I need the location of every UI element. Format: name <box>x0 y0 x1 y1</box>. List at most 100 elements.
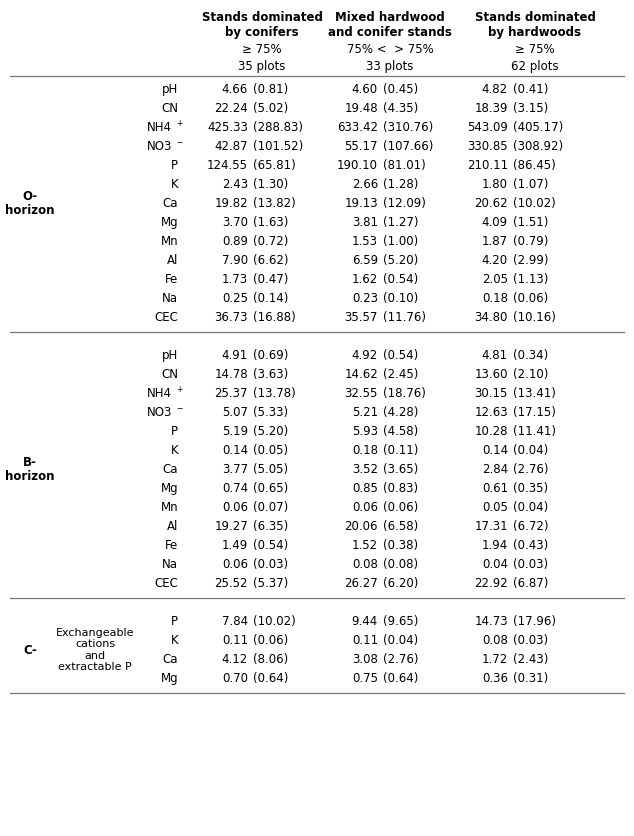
Text: pH: pH <box>162 349 178 362</box>
Text: (12.09): (12.09) <box>383 197 426 210</box>
Text: 0.08: 0.08 <box>352 558 378 571</box>
Text: 17.31: 17.31 <box>474 520 508 533</box>
Text: Stands dominated
by hardwoods: Stands dominated by hardwoods <box>475 11 595 39</box>
Text: (2.76): (2.76) <box>383 653 418 666</box>
Text: 35.57: 35.57 <box>345 311 378 324</box>
Text: Stands dominated
by conifers: Stands dominated by conifers <box>202 11 323 39</box>
Text: 30.15: 30.15 <box>475 387 508 400</box>
Text: (0.14): (0.14) <box>253 292 288 305</box>
Text: (0.54): (0.54) <box>383 349 418 362</box>
Text: 19.13: 19.13 <box>344 197 378 210</box>
Text: 0.08: 0.08 <box>482 634 508 647</box>
Text: 633.42: 633.42 <box>337 121 378 134</box>
Text: (2.10): (2.10) <box>513 368 548 381</box>
Text: (81.01): (81.01) <box>383 159 426 172</box>
Text: 0.11: 0.11 <box>222 634 248 647</box>
Text: 19.82: 19.82 <box>214 197 248 210</box>
Text: 0.11: 0.11 <box>352 634 378 647</box>
Text: 14.62: 14.62 <box>344 368 378 381</box>
Text: pH: pH <box>162 83 178 96</box>
Text: (2.43): (2.43) <box>513 653 548 666</box>
Text: 0.06: 0.06 <box>222 501 248 514</box>
Text: (0.03): (0.03) <box>513 634 548 647</box>
Text: Mn: Mn <box>160 501 178 514</box>
Text: (5.05): (5.05) <box>253 463 288 476</box>
Text: (1.13): (1.13) <box>513 273 548 286</box>
Text: 0.04: 0.04 <box>482 558 508 571</box>
Text: 0.23: 0.23 <box>352 292 378 305</box>
Text: 14.73: 14.73 <box>474 615 508 628</box>
Text: P: P <box>171 615 178 628</box>
Text: 4.09: 4.09 <box>482 216 508 229</box>
Text: (5.33): (5.33) <box>253 406 288 419</box>
Text: 2.43: 2.43 <box>222 178 248 191</box>
Text: (0.05): (0.05) <box>253 444 288 457</box>
Text: (5.37): (5.37) <box>253 577 288 590</box>
Text: 4.66: 4.66 <box>222 83 248 96</box>
Text: 3.81: 3.81 <box>352 216 378 229</box>
Text: (0.54): (0.54) <box>253 539 288 552</box>
Text: Mg: Mg <box>160 216 178 229</box>
Text: 36.73: 36.73 <box>214 311 248 324</box>
Text: 0.18: 0.18 <box>352 444 378 457</box>
Text: 0.89: 0.89 <box>222 235 248 248</box>
Text: (0.35): (0.35) <box>513 482 548 495</box>
Text: (65.81): (65.81) <box>253 159 295 172</box>
Text: 543.09: 543.09 <box>467 121 508 134</box>
Text: (0.47): (0.47) <box>253 273 288 286</box>
Text: (0.64): (0.64) <box>253 672 288 685</box>
Text: 1.53: 1.53 <box>352 235 378 248</box>
Text: (17.96): (17.96) <box>513 615 556 628</box>
Text: 4.91: 4.91 <box>222 349 248 362</box>
Text: Al: Al <box>167 254 178 267</box>
Text: (0.04): (0.04) <box>383 634 418 647</box>
Text: 2.84: 2.84 <box>482 463 508 476</box>
Text: 4.20: 4.20 <box>482 254 508 267</box>
Text: K: K <box>171 444 178 457</box>
Text: NO3: NO3 <box>146 406 172 419</box>
Text: (5.20): (5.20) <box>383 254 418 267</box>
Text: 18.39: 18.39 <box>474 102 508 115</box>
Text: 4.12: 4.12 <box>222 653 248 666</box>
Text: Mixed hardwood
and conifer stands: Mixed hardwood and conifer stands <box>328 11 452 39</box>
Text: CEC: CEC <box>154 311 178 324</box>
Text: 33 plots: 33 plots <box>366 60 414 73</box>
Text: 3.08: 3.08 <box>352 653 378 666</box>
Text: 0.14: 0.14 <box>482 444 508 457</box>
Text: 22.92: 22.92 <box>474 577 508 590</box>
Text: NH4: NH4 <box>147 121 172 134</box>
Text: (0.43): (0.43) <box>513 539 548 552</box>
Text: Ca: Ca <box>162 653 178 666</box>
Text: Exchangeable
cations
and
extractable P: Exchangeable cations and extractable P <box>56 628 134 672</box>
Text: (0.11): (0.11) <box>383 444 418 457</box>
Text: 19.48: 19.48 <box>344 102 378 115</box>
Text: 1.73: 1.73 <box>222 273 248 286</box>
Text: 210.11: 210.11 <box>467 159 508 172</box>
Text: (17.15): (17.15) <box>513 406 556 419</box>
Text: (3.63): (3.63) <box>253 368 288 381</box>
Text: 0.70: 0.70 <box>222 672 248 685</box>
Text: (13.82): (13.82) <box>253 197 295 210</box>
Text: NH4: NH4 <box>147 387 172 400</box>
Text: 425.33: 425.33 <box>207 121 248 134</box>
Text: 20.62: 20.62 <box>474 197 508 210</box>
Text: 1.49: 1.49 <box>222 539 248 552</box>
Text: (10.16): (10.16) <box>513 311 556 324</box>
Text: (0.83): (0.83) <box>383 482 418 495</box>
Text: 1.87: 1.87 <box>482 235 508 248</box>
Text: 42.87: 42.87 <box>214 140 248 153</box>
Text: (6.58): (6.58) <box>383 520 418 533</box>
Text: 22.24: 22.24 <box>214 102 248 115</box>
Text: (18.76): (18.76) <box>383 387 426 400</box>
Text: (0.79): (0.79) <box>513 235 548 248</box>
Text: (2.45): (2.45) <box>383 368 418 381</box>
Text: 2.66: 2.66 <box>352 178 378 191</box>
Text: (0.81): (0.81) <box>253 83 288 96</box>
Text: 2.05: 2.05 <box>482 273 508 286</box>
Text: (3.65): (3.65) <box>383 463 418 476</box>
Text: (5.20): (5.20) <box>253 425 288 438</box>
Text: 4.60: 4.60 <box>352 83 378 96</box>
Text: (13.78): (13.78) <box>253 387 295 400</box>
Text: NO3: NO3 <box>146 140 172 153</box>
Text: CN: CN <box>161 368 178 381</box>
